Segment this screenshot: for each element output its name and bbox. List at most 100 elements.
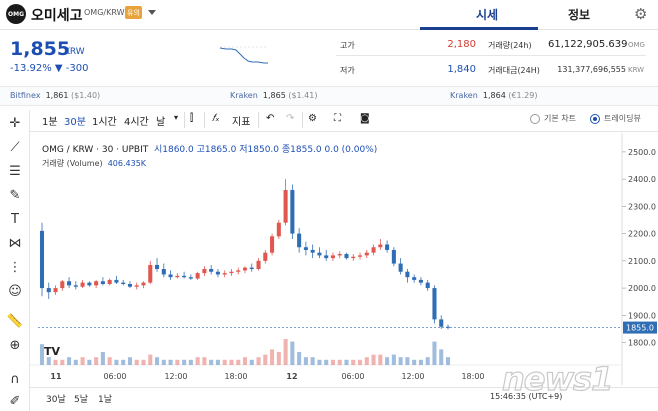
text-icon[interactable]: T <box>11 211 19 227</box>
candle-body <box>161 269 166 275</box>
undo-icon[interactable]: ↶ <box>266 113 275 124</box>
candle-body <box>141 282 146 286</box>
coin-header: OMG 오미세고 OMG/KRW 유의 시세 정보 ⚙ <box>0 0 658 30</box>
zoom-in-icon[interactable]: ⊕ <box>9 337 21 353</box>
candle-body <box>182 275 187 278</box>
tab-quote[interactable]: 시세 <box>476 8 499 22</box>
settings-icon[interactable]: ⚙ <box>308 113 317 124</box>
candle-body <box>385 244 390 250</box>
legend-symbol: OMG / KRW · 30 · UPBIT <box>42 145 149 155</box>
candle-body <box>330 255 335 259</box>
candle-body <box>94 281 99 286</box>
camera-icon[interactable]: ◙ <box>360 113 370 124</box>
amount-24h-label: 거래대금(24H) <box>488 66 540 75</box>
volume-24h-unit: OMG <box>628 41 645 49</box>
y-tick-label: 2500.0 <box>628 148 656 157</box>
emoji-icon[interactable]: ☺ <box>8 283 22 299</box>
candle-type-icon[interactable]: ⫿ <box>190 113 194 124</box>
magnet-icon[interactable]: ∩ <box>10 371 20 387</box>
lock-icon[interactable]: ✐ <box>9 393 21 409</box>
volume-bar <box>168 359 173 365</box>
interval-1h[interactable]: 1시간 <box>92 117 117 128</box>
candle-body <box>324 255 329 259</box>
volume-bar <box>270 349 275 365</box>
gear-icon[interactable]: ⚙ <box>634 5 648 23</box>
volume-bar <box>290 341 295 365</box>
drawing-toolbar: ✛ ⟋ ☰ ✎ T ⋈ ⋮ ☺ 📏 ⊕ ∩ ✐ <box>0 110 30 411</box>
interval-1m[interactable]: 1분 <box>42 117 58 128</box>
chart-legend-volume: 거래량 (Volume) 406.435K <box>42 158 146 169</box>
trendline-icon[interactable]: ⟋ <box>10 139 20 155</box>
candle-body <box>73 285 78 287</box>
volume-bar <box>188 359 193 365</box>
candle-body <box>209 269 214 272</box>
last-price-tag <box>623 321 657 334</box>
function-icon[interactable]: 𝑓ₓ <box>212 113 220 124</box>
price-chart[interactable]: 2500.0 2400.0 2300.0 2200.0 2100.0 2000.0 1900… <box>30 133 658 411</box>
x-tick-label: 11 <box>50 372 62 381</box>
range-30d[interactable]: 30날 <box>46 395 66 405</box>
volume-bar <box>209 359 214 365</box>
candle-body <box>276 222 281 237</box>
volume-bar <box>297 352 302 365</box>
tab-info[interactable]: 정보 <box>568 8 591 22</box>
interval-4h[interactable]: 4시간 <box>124 117 149 128</box>
range-5d[interactable]: 5날 <box>74 395 89 405</box>
candle-body <box>378 244 383 248</box>
candle-body <box>175 275 180 278</box>
candle-body <box>134 285 139 287</box>
exchange-item: Bitfinex 1,861 ($1.40) <box>10 91 101 100</box>
candle-body <box>310 249 315 253</box>
candle-body <box>270 236 275 253</box>
y-tick-label: 2100.0 <box>628 257 656 266</box>
candle-body <box>344 254 349 259</box>
candle-body <box>155 264 160 270</box>
redo-icon[interactable]: ↷ <box>286 113 295 124</box>
tradingview-radio[interactable] <box>590 114 600 124</box>
volume-24h-label: 거래량(24h) <box>488 41 532 50</box>
x-tick-label: 06:00 <box>103 372 126 381</box>
pattern-icon[interactable]: ⋈ <box>8 235 22 251</box>
coin-logo: OMG <box>6 4 26 24</box>
volume-bar <box>60 359 65 365</box>
interval-30m[interactable]: 30분 <box>64 117 86 128</box>
brush-icon[interactable]: ✎ <box>9 187 21 203</box>
volume-bar <box>148 354 153 365</box>
prediction-icon[interactable]: ⋮ <box>8 259 22 275</box>
interval-day[interactable]: 날 <box>156 117 166 128</box>
candle-body <box>297 233 302 248</box>
volume-bar <box>67 357 72 365</box>
volume-bar <box>46 357 51 365</box>
warning-badge: 유의 <box>125 6 142 19</box>
coin-name[interactable]: 오미세고 <box>31 8 83 24</box>
candle-body <box>418 279 423 283</box>
basic-chart-label: 기본 차트 <box>544 114 576 123</box>
market-pair: OMG/KRW <box>84 8 125 17</box>
candle-body <box>236 270 241 272</box>
legend-volume-label: 거래량 (Volume) <box>42 159 103 168</box>
volume-bar <box>195 357 200 365</box>
crosshair-icon[interactable]: ✛ <box>9 115 21 131</box>
volume-bar <box>141 359 146 365</box>
range-1d[interactable]: 1날 <box>98 395 113 405</box>
fullscreen-icon[interactable]: ⛶ <box>334 113 341 124</box>
basic-chart-radio[interactable] <box>530 114 540 124</box>
volume-bar <box>317 359 322 365</box>
chevron-down-icon[interactable] <box>148 10 156 15</box>
horizontal-lines-icon[interactable]: ☰ <box>9 163 21 179</box>
high-value: 2,180 <box>447 39 476 50</box>
volume-bar <box>175 359 180 365</box>
current-price: 1,855 <box>10 38 71 60</box>
indicators-button[interactable]: 지표 <box>232 117 251 128</box>
ruler-icon[interactable]: 📏 <box>6 313 24 329</box>
candle-body <box>195 273 200 279</box>
candle-body <box>445 326 451 328</box>
volume-bar <box>418 359 423 365</box>
candle-body <box>229 271 234 274</box>
toolbar-divider <box>302 112 303 128</box>
chevron-down-icon[interactable]: ▾ <box>174 113 179 122</box>
volume-bar <box>344 359 349 365</box>
candle-body <box>405 271 410 278</box>
volume-bar <box>134 359 139 365</box>
candle-body <box>364 252 369 256</box>
